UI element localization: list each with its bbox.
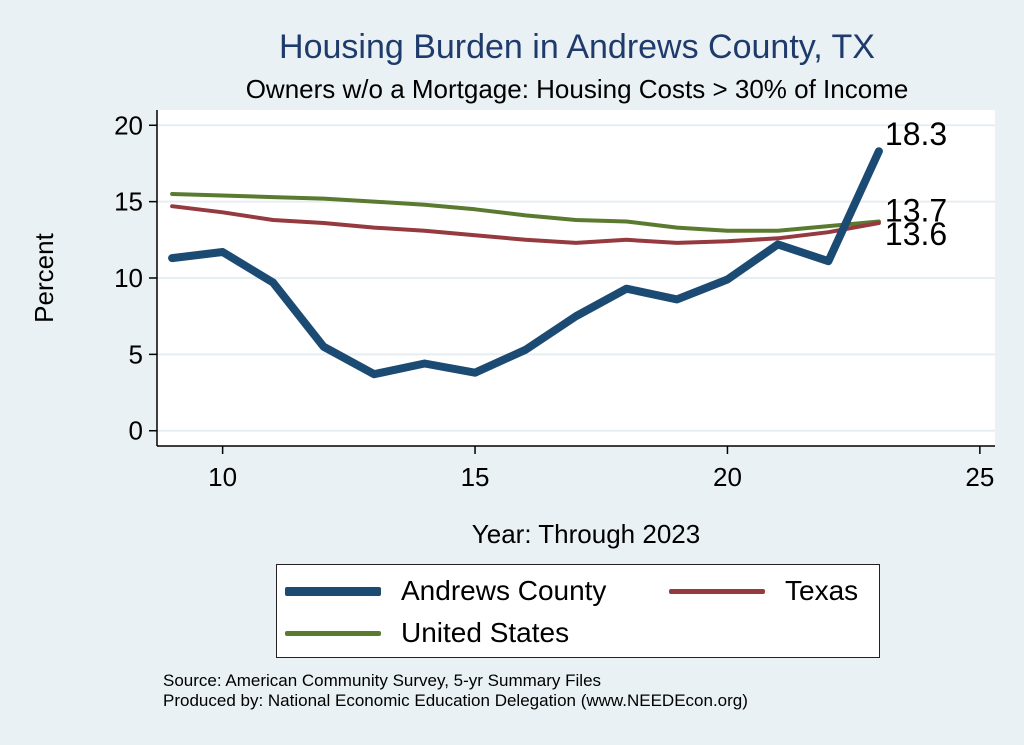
legend-item-united-states: United States [285,617,569,649]
legend-swatch-andrews [285,586,381,596]
plot-svg: 0 5 10 15 20 10 15 20 25 Year: Through 2023 Percen… [29,110,995,549]
y-tick-label: 20 [114,110,143,140]
end-label-united-states: 13.7 [885,192,947,228]
y-axis-label: Percent [29,232,59,322]
producer-line: Produced by: National Economic Education… [163,691,748,710]
legend-item-texas: Texas [669,575,858,607]
x-tick-label: 25 [965,462,994,492]
x-tick-label: 15 [461,462,490,492]
y-tick-label: 0 [129,416,143,446]
x-tick-label: 20 [713,462,742,492]
end-label-andrews-county: 18.3 [885,116,947,152]
chart-title: Housing Burden in Andrews County, TX [279,28,875,66]
source-line: Source: American Community Survey, 5-yr … [163,671,602,690]
series-line-andrews-county [168,147,883,379]
y-tick-label: 5 [129,339,143,369]
legend-label-texas: Texas [785,575,859,606]
legend: Andrews County Texas United States [276,564,880,658]
x-axis-label: Year: Through 2023 [472,519,700,549]
legend-item-andrews: Andrews County [285,575,606,607]
y-tick-label: 10 [114,263,143,293]
chart-subtitle: Owners w/o a Mortgage: Housing Costs > 3… [245,74,909,104]
legend-label-united-states: United States [401,617,570,648]
legend-swatch-united-states [285,630,381,636]
x-tick-label: 10 [208,462,237,492]
legend-label-andrews: Andrews County [401,575,607,606]
end-label-texas: 13.6 [885,216,947,252]
legend-swatch-texas [669,588,765,594]
series-line-texas [170,204,881,245]
y-tick-label: 15 [114,187,143,217]
series-line-united-states [170,192,881,233]
